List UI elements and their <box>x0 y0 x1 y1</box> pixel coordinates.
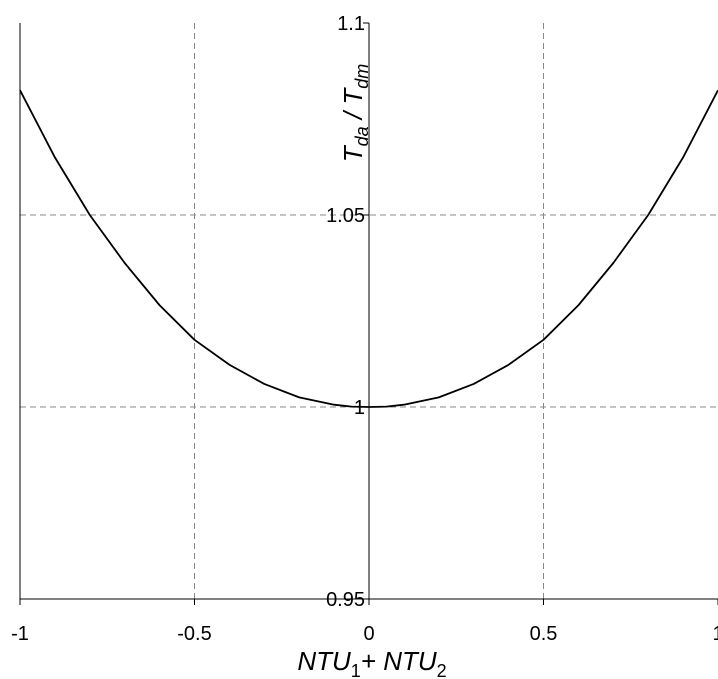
axes <box>19 22 718 605</box>
y-label-sub-1: da <box>352 126 372 146</box>
y-label-main-2: T <box>338 87 368 105</box>
y-label-sep: / <box>338 105 368 127</box>
y-label-sub-2: dm <box>352 64 372 89</box>
y-tick-label: 0.95 <box>326 589 365 611</box>
y-tick-label: 1 <box>354 397 365 419</box>
series-line <box>19 89 718 408</box>
x-label-plus: + <box>361 646 383 676</box>
x-axis-label: NTU1+ NTU2 <box>297 646 446 679</box>
x-label-main-2: NTU <box>383 646 437 676</box>
series-group <box>19 89 718 408</box>
x-label-sub-1: 1 <box>351 661 361 679</box>
y-label-main-1: T <box>338 144 368 162</box>
y-axis-label: Tda / Tdm <box>338 64 372 163</box>
x-tick-label: 1 <box>712 623 718 645</box>
x-tick-label: 0.5 <box>530 623 558 645</box>
y-tick-label: 1.05 <box>326 205 365 227</box>
x-label-main-1: NTU <box>297 646 351 676</box>
y-tick-label: 1.1 <box>337 13 365 35</box>
x-tick-label: -0.5 <box>177 623 211 645</box>
tick-labels: -1 -0.5 0 0.5 1 0.95 1 1.05 1.1 <box>11 13 718 645</box>
x-tick-label: -1 <box>11 623 29 645</box>
x-label-sub-2: 2 <box>437 661 447 679</box>
x-tick-label: 0 <box>363 623 374 645</box>
